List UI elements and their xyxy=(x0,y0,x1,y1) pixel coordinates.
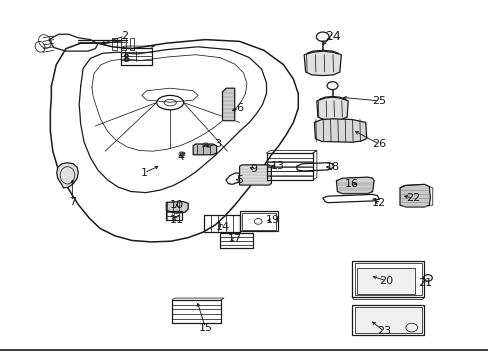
Bar xyxy=(174,212,179,216)
Polygon shape xyxy=(316,97,347,120)
Text: 5: 5 xyxy=(236,175,243,185)
Text: 18: 18 xyxy=(325,162,339,172)
Text: 11: 11 xyxy=(170,215,183,225)
Text: 23: 23 xyxy=(376,326,390,336)
Text: 8: 8 xyxy=(122,54,129,64)
Text: 3: 3 xyxy=(214,139,221,149)
Text: 2: 2 xyxy=(121,31,128,41)
Text: 9: 9 xyxy=(250,164,257,174)
Text: 4: 4 xyxy=(177,152,184,162)
Polygon shape xyxy=(319,96,345,103)
Bar xyxy=(354,307,421,333)
Text: 21: 21 xyxy=(418,278,431,288)
Bar xyxy=(241,213,275,230)
Bar xyxy=(166,211,182,220)
Polygon shape xyxy=(304,51,341,76)
Bar xyxy=(174,216,179,220)
Text: 19: 19 xyxy=(265,215,279,225)
Polygon shape xyxy=(193,144,216,155)
Text: 16: 16 xyxy=(345,179,358,189)
Text: 6: 6 xyxy=(236,103,243,113)
Text: 13: 13 xyxy=(270,161,284,171)
Bar xyxy=(351,305,424,335)
Bar xyxy=(167,216,172,220)
Bar xyxy=(167,212,172,216)
Polygon shape xyxy=(166,202,188,213)
Text: 10: 10 xyxy=(170,200,183,210)
Polygon shape xyxy=(306,50,338,57)
Polygon shape xyxy=(336,177,373,194)
Bar xyxy=(220,233,253,248)
Bar xyxy=(121,48,151,65)
Text: 22: 22 xyxy=(405,193,420,203)
Polygon shape xyxy=(222,88,234,121)
Bar xyxy=(204,215,239,232)
Text: 26: 26 xyxy=(371,139,385,149)
Text: 15: 15 xyxy=(198,323,212,333)
Bar xyxy=(172,300,221,323)
Bar xyxy=(356,268,414,294)
Text: 17: 17 xyxy=(227,234,241,244)
Polygon shape xyxy=(239,165,271,185)
Text: 20: 20 xyxy=(379,276,392,286)
Text: 7: 7 xyxy=(69,197,76,207)
Bar xyxy=(351,261,424,297)
Polygon shape xyxy=(399,184,429,207)
Text: 24: 24 xyxy=(324,30,340,42)
Polygon shape xyxy=(314,119,366,142)
Text: 12: 12 xyxy=(371,198,385,208)
Text: 1: 1 xyxy=(141,168,147,178)
Polygon shape xyxy=(57,163,78,188)
Text: 14: 14 xyxy=(215,222,229,232)
Bar xyxy=(354,263,421,295)
Text: 25: 25 xyxy=(371,96,385,106)
Bar xyxy=(266,153,312,180)
Bar xyxy=(239,211,277,231)
